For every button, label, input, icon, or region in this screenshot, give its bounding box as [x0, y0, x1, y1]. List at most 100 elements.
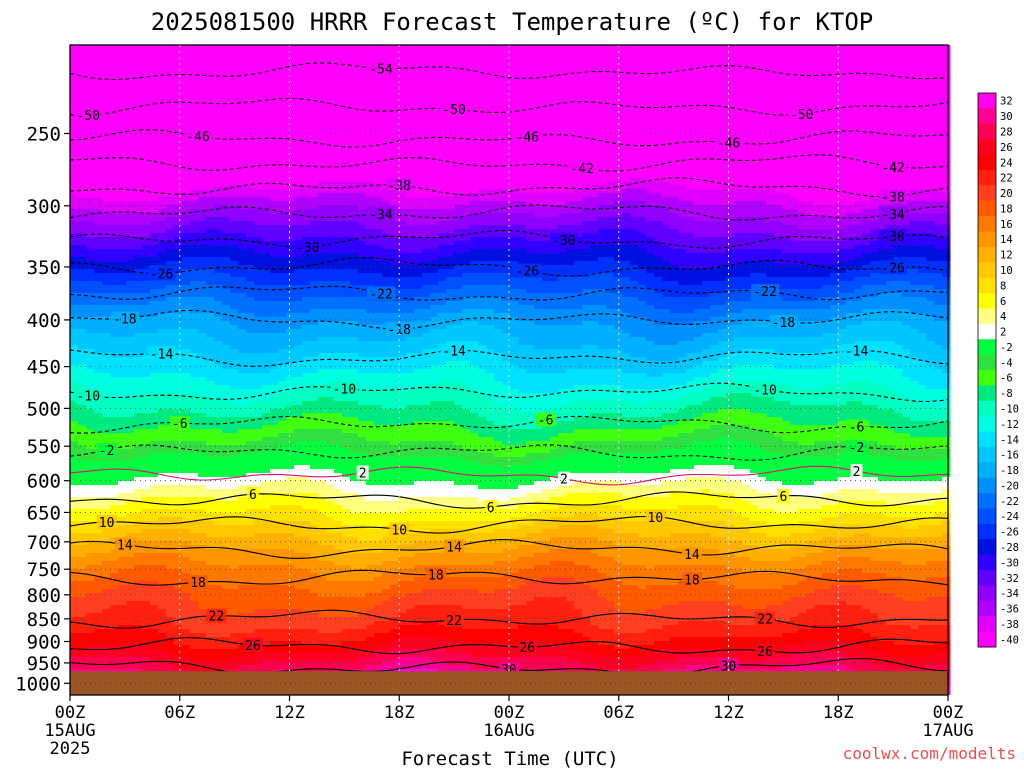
- temperature-cell: [150, 221, 159, 234]
- temperature-cell: [270, 469, 279, 482]
- temperature-cell: [558, 349, 567, 374]
- temperature-cell: [598, 193, 607, 206]
- temperature-cell: [150, 289, 159, 302]
- temperature-cell: [862, 361, 871, 382]
- x-tick-label: 12Z: [274, 703, 305, 723]
- temperature-cell: [78, 245, 87, 258]
- temperature-cell: [462, 645, 471, 654]
- temperature-cell: [886, 525, 895, 538]
- temperature-cell: [646, 609, 655, 630]
- temperature-cell: [222, 477, 231, 490]
- temperature-cell: [246, 509, 255, 526]
- temperature-cell: [534, 541, 543, 554]
- temperature-cell: [854, 325, 863, 342]
- temperature-cell: [278, 493, 287, 506]
- temperature-cell: [622, 313, 631, 334]
- temperature-cell: [886, 641, 895, 658]
- temperature-cell: [782, 633, 791, 646]
- temperature-cell: [846, 365, 855, 382]
- temperature-cell: [606, 325, 615, 350]
- temperature-cell: [566, 421, 575, 434]
- temperature-cell: [238, 633, 247, 646]
- temperature-cell: [190, 245, 199, 258]
- temperature-cell: [534, 349, 543, 374]
- temperature-cell: [798, 241, 807, 254]
- temperature-cell: [846, 569, 855, 586]
- contour-label-bg: [440, 343, 469, 358]
- temperature-cell: [462, 253, 471, 266]
- temperature-cell: [942, 349, 951, 374]
- temperature-cell: [854, 501, 863, 514]
- temperature-cell: [878, 285, 887, 294]
- temperature-cell: [326, 429, 335, 446]
- temperature-cell: [454, 229, 463, 242]
- temperature-cell: [238, 209, 247, 222]
- contour-label: -10: [333, 382, 356, 397]
- temperature-cell: [262, 253, 271, 270]
- temperature-cell: [158, 253, 167, 266]
- temperature-cell: [382, 441, 391, 458]
- temperature-cell: [486, 189, 495, 202]
- temperature-cell: [286, 225, 295, 242]
- temperature-cell: [574, 441, 583, 454]
- temperature-cell: [310, 429, 319, 442]
- temperature-cell: [406, 557, 415, 570]
- temperature-cell: [910, 481, 919, 494]
- temperature-cell: [126, 569, 135, 586]
- temperature-cell: [574, 201, 583, 214]
- temperature-cell: [398, 497, 407, 514]
- temperature-cell: [302, 629, 311, 646]
- temperature-cell: [638, 537, 647, 550]
- temperature-cell: [470, 285, 479, 298]
- temperature-cell: [190, 257, 199, 270]
- temperature-cell: [230, 525, 239, 538]
- temperature-cell: [486, 45, 495, 190]
- temperature-cell: [702, 637, 711, 650]
- temperature-cell: [262, 609, 271, 630]
- temperature-cell: [462, 309, 471, 322]
- temperature-cell: [214, 585, 223, 618]
- temperature-cell: [430, 285, 439, 294]
- temperature-cell: [766, 321, 775, 338]
- temperature-cell: [806, 217, 815, 230]
- temperature-cell: [214, 477, 223, 490]
- temperature-cell: [238, 549, 247, 566]
- temperature-cell: [542, 193, 551, 206]
- temperature-cell: [222, 433, 231, 446]
- temperature-cell: [598, 369, 607, 386]
- temperature-cell: [334, 221, 343, 238]
- temperature-cell: [846, 213, 855, 226]
- temperature-cell: [270, 609, 279, 630]
- temperature-cell: [838, 345, 847, 366]
- temperature-cell: [118, 285, 127, 294]
- temperature-cell: [654, 629, 663, 642]
- temperature-cell: [662, 649, 671, 662]
- temperature-cell: [902, 449, 911, 462]
- temperature-cell: [542, 565, 551, 578]
- temperature-cell: [374, 229, 383, 246]
- temperature-cell: [814, 321, 823, 338]
- temperature-cell: [182, 329, 191, 350]
- temperature-cell: [206, 209, 215, 218]
- temperature-cell: [502, 301, 511, 314]
- temperature-cell: [422, 249, 431, 262]
- temperature-cell: [230, 589, 239, 618]
- temperature-cell: [774, 637, 783, 650]
- temperature-cell: [174, 625, 183, 646]
- temperature-cell: [110, 337, 119, 358]
- contour-label: -38: [388, 179, 411, 194]
- y-tick-label: 400: [27, 310, 61, 332]
- temperature-cell: [222, 649, 231, 662]
- temperature-cell: [174, 497, 183, 510]
- temperature-cell: [870, 241, 879, 254]
- temperature-cell: [118, 481, 127, 494]
- temperature-cell: [822, 285, 831, 298]
- temperature-cell: [854, 533, 863, 546]
- contour-label-bg: [755, 643, 776, 658]
- temperature-cell: [430, 45, 439, 198]
- temperature-cell: [102, 629, 111, 646]
- temperature-cell: [558, 445, 567, 458]
- temperature-cell: [814, 369, 823, 390]
- temperature-cell: [422, 309, 431, 322]
- temperature-cell: [246, 613, 255, 634]
